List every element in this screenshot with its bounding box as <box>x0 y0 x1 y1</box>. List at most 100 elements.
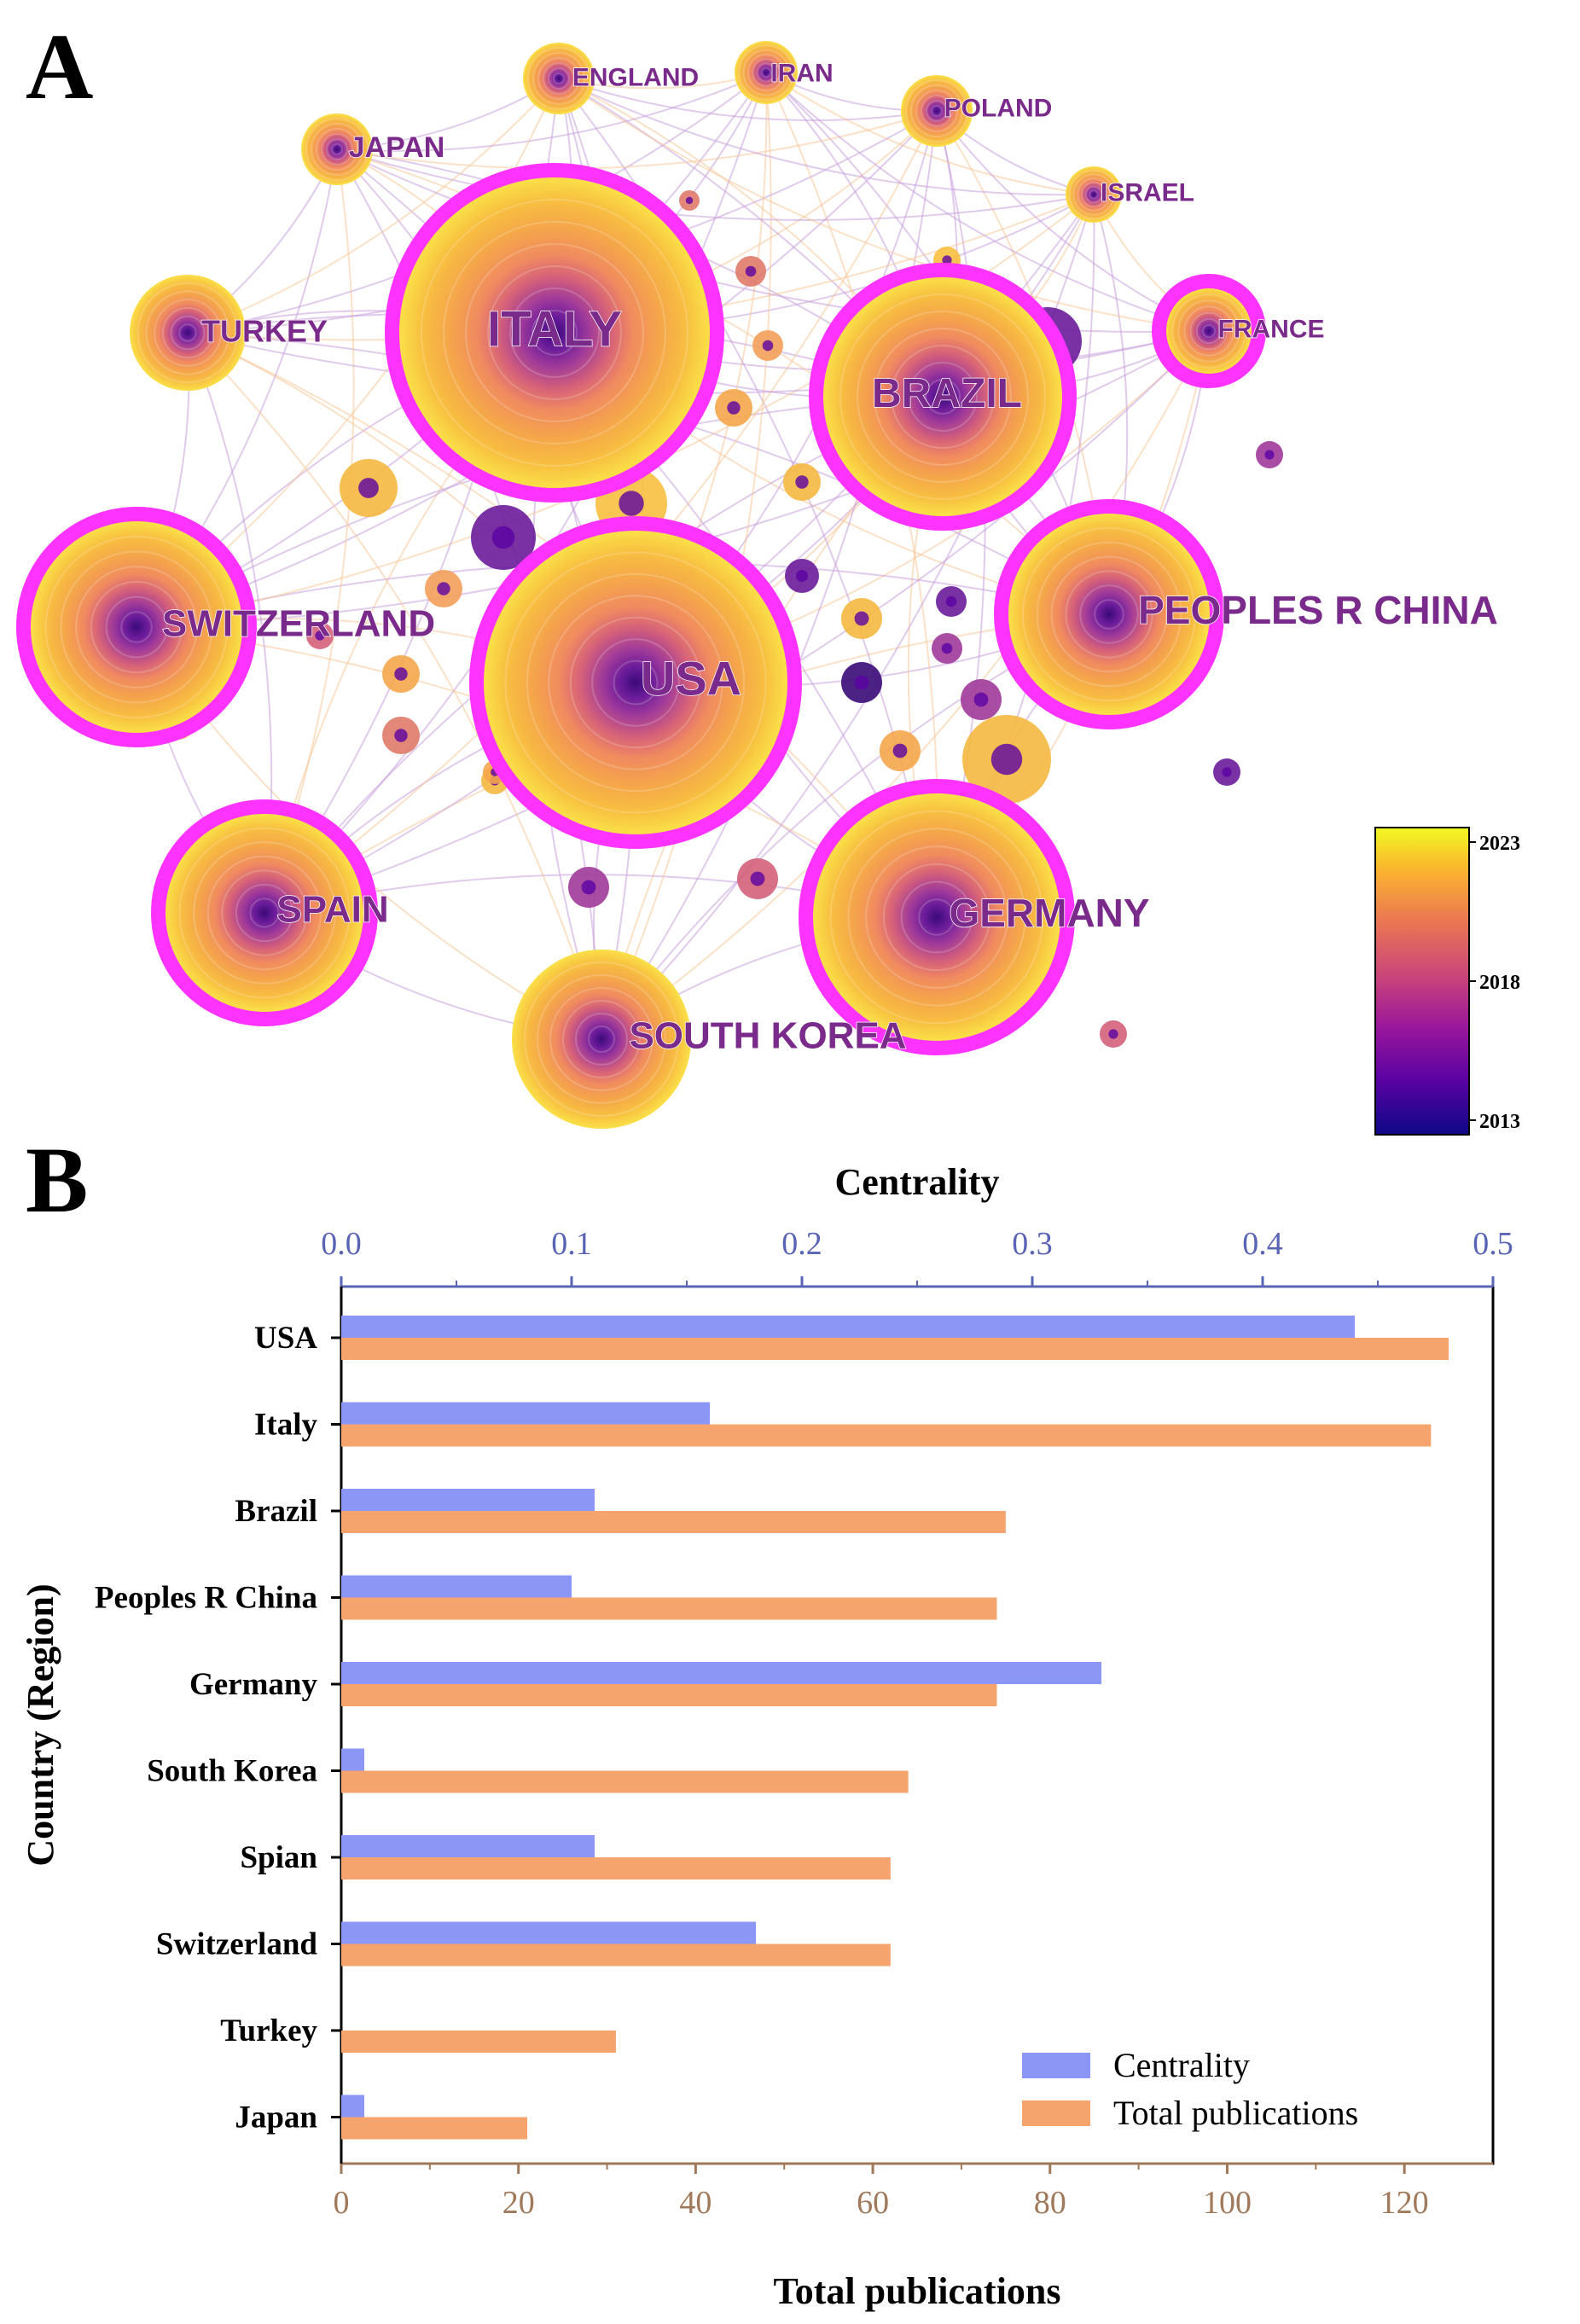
node-label-usa: USA <box>641 652 741 706</box>
bottom-tick-label: 20 <box>502 2185 535 2221</box>
minor-node[interactable] <box>880 730 921 771</box>
bar-centrality-spian[interactable] <box>341 1835 595 1857</box>
node-turkey[interactable]: TURKEY <box>130 275 328 391</box>
bottom-tick-label: 40 <box>679 2185 712 2221</box>
node-brazil[interactable]: BRAZIL <box>809 263 1077 531</box>
top-tick-label: 0.1 <box>551 1226 592 1262</box>
node-japan[interactable]: JAPAN <box>301 113 445 185</box>
bar-total-publications-peoples-r-china[interactable] <box>341 1597 997 1620</box>
bars <box>341 1316 1449 2140</box>
node-switzerland[interactable]: SWITZERLAND <box>16 507 436 747</box>
bottom-tick-label: 0 <box>334 2185 350 2221</box>
minor-node[interactable] <box>568 867 609 908</box>
network-link <box>336 148 1095 221</box>
minor-node[interactable] <box>679 190 700 211</box>
minor-node[interactable] <box>1100 1020 1127 1048</box>
network-link <box>187 78 560 334</box>
minor-node[interactable] <box>785 559 819 593</box>
network-link <box>765 72 1095 195</box>
minor-node[interactable] <box>471 505 536 570</box>
network-major-nodes: ITALY USA BRAZIL PEOPLES R CHINA GERMANY SWIT… <box>16 41 1499 1129</box>
network-link <box>187 332 602 1040</box>
top-tick-label: 0.5 <box>1473 1226 1513 1262</box>
minor-node[interactable] <box>382 655 420 693</box>
node-spain[interactable]: SPAIN <box>151 799 389 1026</box>
minor-node[interactable] <box>961 679 1002 720</box>
node-label-switzerland: SWITZERLAND <box>162 602 435 644</box>
minor-node[interactable] <box>340 459 398 517</box>
bar-total-publications-germany[interactable] <box>341 1684 997 1706</box>
node-south-korea[interactable]: SOUTH KOREA <box>512 950 907 1129</box>
network-link <box>264 72 767 914</box>
category-label-italy: Italy <box>254 1408 318 1443</box>
minor-node[interactable] <box>841 598 882 639</box>
minor-node[interactable] <box>735 256 766 287</box>
minor-node[interactable] <box>962 715 1051 804</box>
node-israel[interactable]: ISRAEL <box>1066 166 1195 223</box>
node-label-france: FRANCE <box>1218 316 1325 344</box>
network-link <box>264 148 355 914</box>
minor-node[interactable] <box>306 622 334 649</box>
bar-centrality-japan[interactable] <box>341 2095 364 2118</box>
minor-node[interactable] <box>425 570 462 607</box>
top-tick-label: 0.3 <box>1012 1226 1053 1262</box>
category-label-peoples-r-china: Peoples R China <box>95 1581 317 1616</box>
top-axis-title: Centrality <box>834 1161 999 1203</box>
bar-total-publications-switzerland[interactable] <box>341 1943 891 1967</box>
node-label-iran: IRAN <box>770 60 833 88</box>
category-label-turkey: Turkey <box>220 2013 317 2048</box>
node-label-italy: ITALY <box>487 301 622 357</box>
node-poland[interactable]: POLAND <box>901 75 1053 147</box>
chart-legend: Centrality Total publications <box>1022 2046 1358 2132</box>
minor-node[interactable] <box>737 858 778 899</box>
bar-total-publications-spian[interactable] <box>341 1857 891 1880</box>
legend-label-total-publications: Total publications <box>1113 2094 1358 2132</box>
bottom-axis-title: Total publications <box>773 2270 1060 2312</box>
minor-node[interactable] <box>1213 758 1240 786</box>
timeline-end-label: 2023 <box>1479 833 1520 855</box>
minor-node[interactable] <box>752 330 783 361</box>
bar-total-publications-usa[interactable] <box>341 1338 1449 1360</box>
node-label-england: ENGLAND <box>572 64 699 92</box>
bottom-tick-label: 80 <box>1034 2185 1066 2221</box>
bar-centrality-italy[interactable] <box>341 1402 710 1425</box>
legend-swatch-total-publications <box>1022 2100 1090 2126</box>
bar-centrality-peoples-r-china[interactable] <box>341 1575 572 1598</box>
node-usa[interactable]: USA <box>469 516 802 849</box>
bar-centrality-south-korea[interactable] <box>341 1748 364 1771</box>
minor-node[interactable] <box>936 586 967 617</box>
bar-centrality-usa[interactable] <box>341 1316 1355 1338</box>
minor-node[interactable] <box>1256 441 1283 468</box>
bottom-tick-label: 100 <box>1203 2185 1252 2221</box>
node-peoples-r-china[interactable]: PEOPLES R CHINA <box>994 499 1499 729</box>
bar-total-publications-turkey[interactable] <box>341 2031 616 2053</box>
burst-ring <box>469 516 802 849</box>
node-france[interactable]: FRANCE <box>1152 274 1325 388</box>
bottom-tick-label: 60 <box>857 2185 889 2221</box>
burst-ring <box>809 263 1077 531</box>
network-link <box>336 72 767 152</box>
timeline-start-label: 2013 <box>1479 1111 1520 1133</box>
bar-centrality-brazil[interactable] <box>341 1489 595 1511</box>
bar-centrality-germany[interactable] <box>341 1662 1101 1684</box>
bar-total-publications-japan[interactable] <box>341 2117 528 2140</box>
bar-centrality-switzerland[interactable] <box>341 1921 756 1944</box>
timeline-legend: 2023 2018 2013 <box>1374 827 1520 1136</box>
node-iran[interactable]: IRAN <box>735 41 834 104</box>
minor-node[interactable] <box>932 633 962 664</box>
minor-node[interactable] <box>783 463 821 501</box>
node-germany[interactable]: GERMANY <box>799 779 1150 1055</box>
bar-total-publications-south-korea[interactable] <box>341 1770 909 1793</box>
node-label-peoples-r-china: PEOPLES R CHINA <box>1138 588 1498 632</box>
minor-node[interactable] <box>382 717 420 754</box>
node-italy[interactable]: ITALY <box>385 163 724 503</box>
burst-ring <box>151 799 378 1026</box>
minor-node[interactable] <box>841 662 882 703</box>
bar-total-publications-italy[interactable] <box>341 1424 1432 1447</box>
y-axis-title: Country (Region) <box>20 1583 61 1866</box>
burst-ring <box>1152 274 1266 388</box>
minor-node[interactable] <box>715 389 752 427</box>
bar-total-publications-brazil[interactable] <box>341 1511 1006 1533</box>
node-england[interactable]: ENGLAND <box>523 43 700 114</box>
